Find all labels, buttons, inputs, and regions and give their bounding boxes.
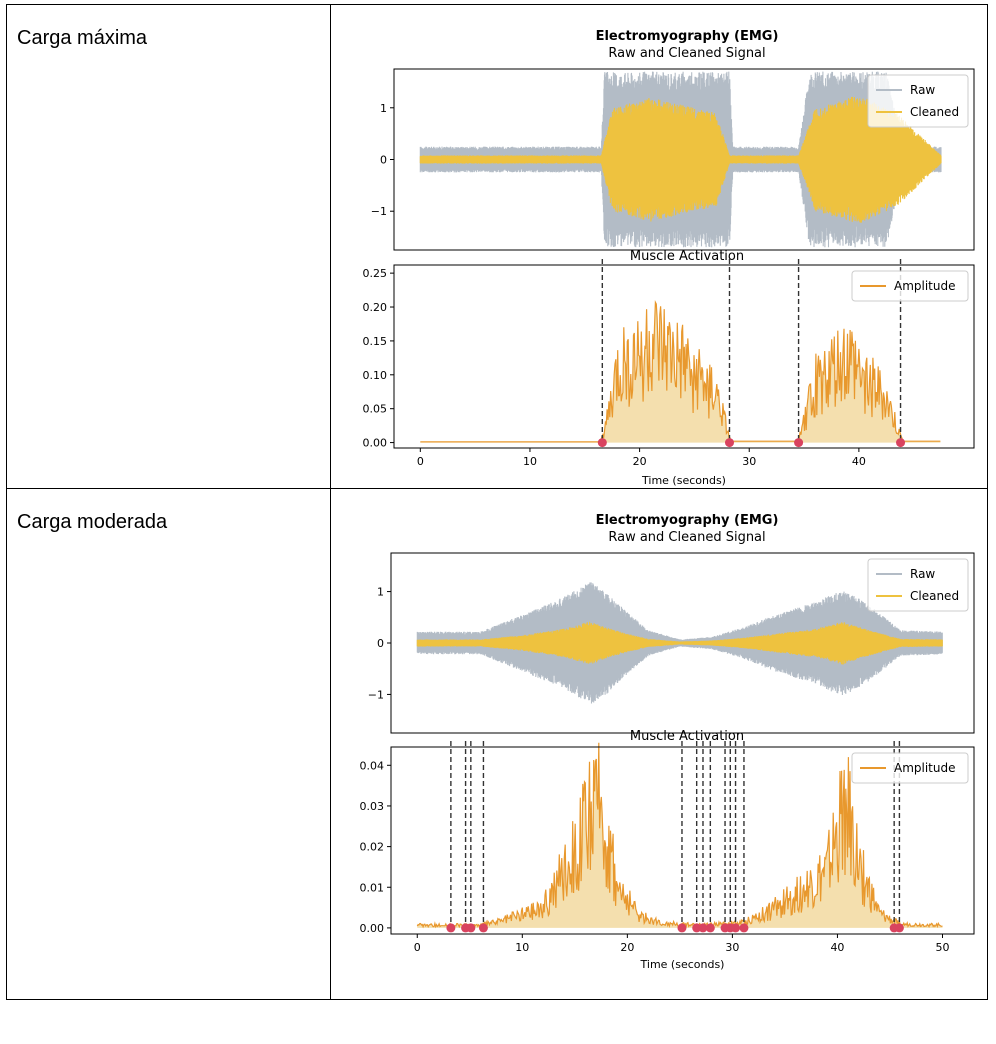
legend-box: [851, 752, 969, 784]
x-tick-label: 30: [725, 941, 739, 954]
y-tick-label: 0.00: [363, 437, 388, 450]
chart-cell: Electromyography (EMG) Raw and Cleaned Si…: [330, 488, 988, 1000]
row-label-cell: Carga máxima: [6, 4, 331, 489]
axes-frame: [390, 746, 975, 935]
panel-title: Raw and Cleaned Signal: [608, 46, 765, 61]
row-label: Carga máxima: [17, 27, 148, 49]
x-tick-label: 50: [935, 941, 949, 954]
y-tick-label: 0.00: [360, 922, 385, 935]
onset-marker: [466, 923, 476, 933]
signal-panel: Raw and Cleaned Signal 1 0 −1 Raw Cleaned: [371, 46, 975, 251]
x-axis-label: Time (seconds): [640, 958, 725, 971]
x-tick-label: 10: [523, 455, 537, 468]
y-tick-label: 0.03: [360, 800, 385, 813]
y-tick-label: 0.05: [363, 403, 388, 416]
x-tick-label: 20: [633, 455, 647, 468]
y-tick-label: −1: [368, 688, 384, 701]
comparison-table: Carga máxima Electromyography (EMG) Raw a…: [6, 4, 988, 1000]
legend-label: Cleaned: [910, 589, 959, 603]
table-row: Carga máxima Electromyography (EMG) Raw a…: [6, 4, 988, 489]
x-tick-label: 20: [620, 941, 634, 954]
x-tick-label: 30: [742, 455, 756, 468]
legend-label: Cleaned: [910, 105, 959, 119]
y-tick-label: 0.02: [360, 841, 385, 854]
signal-panel: Raw and Cleaned Signal 1 0 −1 Raw Cleaned: [368, 530, 975, 734]
y-tick-label: 1: [377, 586, 384, 599]
row-label: Carga moderada: [17, 511, 168, 533]
onset-marker: [698, 923, 708, 933]
amplitude-line: [420, 300, 941, 443]
y-tick-label: 1: [380, 102, 387, 115]
y-tick-label: 0.15: [363, 335, 388, 348]
emg-figure: Electromyography (EMG) Raw and Cleaned Si…: [360, 513, 975, 971]
x-tick-label: 10: [515, 941, 529, 954]
amplitude-area: [420, 302, 941, 443]
x-axis-label: Time (seconds): [641, 474, 726, 487]
legend-label: Amplitude: [894, 761, 956, 775]
x-tick-label: 0: [417, 455, 424, 468]
onset-marker: [446, 923, 456, 933]
x-tick-label: 0: [414, 941, 421, 954]
legend-label: Raw: [910, 567, 935, 581]
onset-marker: [739, 923, 749, 933]
axes-frame: [393, 264, 975, 449]
y-tick-label: 0.10: [363, 369, 388, 382]
cleaned-signal-line: [416, 621, 943, 665]
figure-title: Electromyography (EMG): [596, 29, 779, 44]
y-tick-label: 0.04: [360, 759, 385, 772]
y-tick-label: −1: [371, 205, 387, 218]
legend-box: [867, 558, 969, 612]
y-tick-label: 0: [377, 637, 384, 650]
onset-marker: [794, 438, 804, 448]
emg-figure: Electromyography (EMG) Raw and Cleaned Si…: [363, 29, 975, 487]
onset-marker: [896, 438, 906, 448]
row-label-cell: Carga moderada: [6, 488, 331, 1000]
figure-title: Electromyography (EMG): [596, 513, 779, 528]
onset-marker: [597, 438, 607, 448]
y-tick-label: 0: [380, 154, 387, 167]
legend-label: Raw: [910, 83, 935, 97]
legend-label: Amplitude: [894, 279, 956, 293]
onset-marker: [677, 923, 687, 933]
y-tick-label: 0.25: [363, 267, 388, 280]
onset-marker: [478, 923, 488, 933]
cleaned-signal-line: [419, 96, 942, 223]
onset-marker: [692, 923, 702, 933]
panel-title: Muscle Activation: [630, 249, 744, 264]
legend-box: [867, 74, 969, 128]
panel-title: Muscle Activation: [630, 729, 744, 744]
table-row: Carga moderada Electromyography (EMG) Raw…: [6, 488, 988, 1000]
panel-title: Raw and Cleaned Signal: [608, 530, 765, 545]
activation-panel: Muscle Activation 0.00 0.01 0.02 0.03 0.04 0 10…: [360, 729, 975, 971]
onset-marker: [725, 438, 735, 448]
y-tick-label: 0.01: [360, 881, 385, 894]
chart-cell: Electromyography (EMG) Raw and Cleaned Si…: [330, 4, 988, 489]
onset-marker: [894, 923, 904, 933]
x-tick-label: 40: [830, 941, 844, 954]
y-tick-label: 0.20: [363, 301, 388, 314]
legend-box: [851, 270, 969, 302]
x-tick-label: 40: [852, 455, 866, 468]
onset-marker: [731, 923, 741, 933]
onset-marker: [705, 923, 715, 933]
activation-panel: Muscle Activation 0.00 0.05 0.10 0.15 0.20 0.2…: [363, 249, 975, 487]
